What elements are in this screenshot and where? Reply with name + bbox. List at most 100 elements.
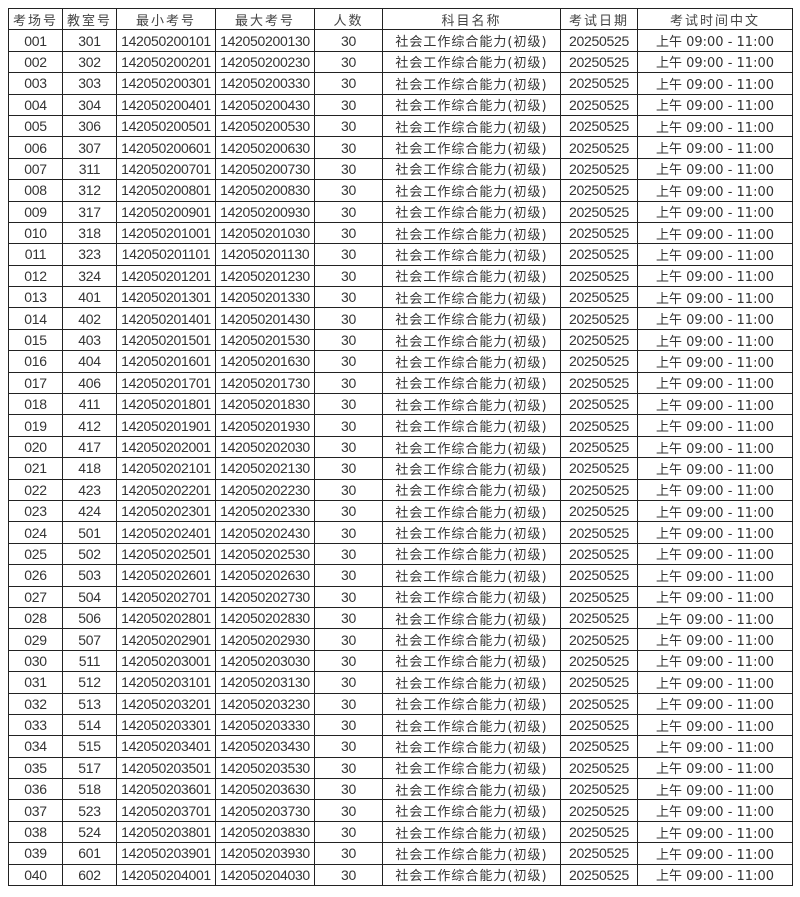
table-row: 012 324 142050201201 142050201230 30 社会工作综合能力… (8, 264, 793, 288)
cell-exam-time: 上午 09:00 - 11:00 (637, 842, 793, 865)
cell-subject-name: 社会工作综合能力(初级) (382, 799, 561, 822)
cell-exam-date: 20250525 (560, 478, 638, 501)
cell-exam-date: 20250525 (560, 820, 638, 844)
cell-classroom-no: 601 (62, 842, 117, 865)
cell-exam-time: 上午 09:00 - 11:00 (637, 649, 793, 673)
cell-exam-time: 上午 09:00 - 11:00 (637, 414, 793, 437)
cell-max-exam-no: 142050203430 (215, 735, 315, 758)
cell-min-exam-no: 142050203601 (116, 778, 216, 801)
cell-exam-date: 20250525 (560, 157, 638, 181)
cell-exam-time: 上午 09:00 - 11:00 (637, 243, 793, 266)
cell-exam-date: 20250525 (560, 457, 638, 480)
cell-subject-name: 社会工作综合能力(初级) (382, 478, 561, 501)
table-row: 034 515 142050203401 142050203430 30 社会工作综合能力… (8, 735, 793, 758)
cell-min-exam-no: 142050203901 (116, 842, 216, 865)
cell-exam-date: 20250525 (560, 307, 638, 330)
cell-exam-room-no: 034 (8, 735, 63, 758)
cell-max-exam-no: 142050202430 (215, 521, 315, 544)
cell-subject-name: 社会工作综合能力(初级) (382, 820, 561, 844)
cell-max-exam-no: 142050200130 (215, 29, 315, 52)
cell-min-exam-no: 142050203401 (116, 735, 216, 758)
table-row: 001 301 142050200101 142050200130 30 社会工作综合能力… (8, 29, 793, 52)
cell-exam-date: 20250525 (560, 393, 638, 416)
cell-subject-name: 社会工作综合能力(初级) (382, 328, 561, 352)
table-row: 016 404 142050201601 142050201630 30 社会工作综合能力… (8, 350, 793, 373)
cell-exam-time: 上午 09:00 - 11:00 (637, 542, 793, 566)
cell-classroom-no: 423 (62, 478, 117, 501)
cell-max-exam-no: 142050203830 (215, 820, 315, 844)
table-row: 040 602 142050204001 142050204030 30 社会工作综合能力… (8, 863, 793, 887)
cell-subject-name: 社会工作综合能力(初级) (382, 713, 561, 737)
table-row: 006 307 142050200601 142050200630 30 社会工作综合能力… (8, 136, 793, 159)
table-row: 026 503 142050202601 142050202630 30 社会工作综合能力… (8, 564, 793, 587)
cell-exam-time: 上午 09:00 - 11:00 (637, 29, 793, 52)
cell-headcount: 30 (314, 371, 383, 395)
cell-min-exam-no: 142050202801 (116, 606, 216, 630)
cell-min-exam-no: 142050201001 (116, 221, 216, 245)
cell-subject-name: 社会工作综合能力(初级) (382, 414, 561, 437)
cell-exam-room-no: 012 (8, 264, 63, 288)
cell-classroom-no: 303 (62, 72, 117, 95)
cell-classroom-no: 517 (62, 756, 117, 780)
cell-exam-room-no: 019 (8, 414, 63, 437)
cell-exam-time: 上午 09:00 - 11:00 (637, 671, 793, 694)
cell-subject-name: 社会工作综合能力(初级) (382, 350, 561, 373)
cell-subject-name: 社会工作综合能力(初级) (382, 72, 561, 95)
cell-headcount: 30 (314, 328, 383, 352)
cell-subject-name: 社会工作综合能力(初级) (382, 435, 561, 459)
cell-classroom-no: 301 (62, 29, 117, 52)
cell-min-exam-no: 142050202501 (116, 542, 216, 566)
table-row: 008 312 142050200801 142050200830 30 社会工作综合能力… (8, 179, 793, 202)
table-header-row: 考场号 教室号 最小考号 最大考号 人数 科目名称 考试日期 考试时间中文 (8, 7, 793, 31)
table-row: 035 517 142050203501 142050203530 30 社会工作综合能力… (8, 756, 793, 780)
table-row: 011 323 142050201101 142050201130 30 社会工作综合能力… (8, 243, 793, 266)
cell-exam-room-no: 021 (8, 457, 63, 480)
cell-exam-room-no: 038 (8, 820, 63, 844)
table-row: 017 406 142050201701 142050201730 30 社会工作综合能力… (8, 371, 793, 395)
cell-max-exam-no: 142050200230 (215, 50, 315, 74)
cell-headcount: 30 (314, 72, 383, 95)
table-row: 024 501 142050202401 142050202430 30 社会工作综合能力… (8, 521, 793, 544)
cell-exam-time: 上午 09:00 - 11:00 (637, 628, 793, 651)
cell-classroom-no: 504 (62, 585, 117, 608)
cell-exam-time: 上午 09:00 - 11:00 (637, 221, 793, 245)
cell-headcount: 30 (314, 286, 383, 309)
cell-max-exam-no: 142050202730 (215, 585, 315, 608)
cell-exam-date: 20250525 (560, 863, 638, 887)
cell-min-exam-no: 142050202701 (116, 585, 216, 608)
cell-max-exam-no: 142050202230 (215, 478, 315, 501)
cell-subject-name: 社会工作综合能力(初级) (382, 114, 561, 138)
cell-headcount: 30 (314, 521, 383, 544)
cell-exam-room-no: 007 (8, 157, 63, 181)
cell-subject-name: 社会工作综合能力(初级) (382, 735, 561, 758)
cell-headcount: 30 (314, 264, 383, 288)
cell-subject-name: 社会工作综合能力(初级) (382, 221, 561, 245)
cell-headcount: 30 (314, 735, 383, 758)
cell-exam-date: 20250525 (560, 649, 638, 673)
cell-exam-time: 上午 09:00 - 11:00 (637, 307, 793, 330)
cell-classroom-no: 306 (62, 114, 117, 138)
cell-min-exam-no: 142050203501 (116, 756, 216, 780)
cell-exam-date: 20250525 (560, 842, 638, 865)
cell-min-exam-no: 142050201601 (116, 350, 216, 373)
cell-exam-room-no: 004 (8, 93, 63, 116)
cell-min-exam-no: 142050203001 (116, 649, 216, 673)
cell-max-exam-no: 142050200930 (215, 200, 315, 223)
cell-exam-room-no: 017 (8, 371, 63, 395)
cell-exam-room-no: 006 (8, 136, 63, 159)
cell-exam-time: 上午 09:00 - 11:00 (637, 756, 793, 780)
cell-max-exam-no: 142050200830 (215, 179, 315, 202)
cell-classroom-no: 506 (62, 606, 117, 630)
table-row: 025 502 142050202501 142050202530 30 社会工作综合能力… (8, 542, 793, 566)
table-row: 004 304 142050200401 142050200430 30 社会工作综合能力… (8, 93, 793, 116)
cell-exam-room-no: 037 (8, 799, 63, 822)
cell-exam-date: 20250525 (560, 735, 638, 758)
cell-classroom-no: 307 (62, 136, 117, 159)
cell-subject-name: 社会工作综合能力(初级) (382, 457, 561, 480)
cell-min-exam-no: 142050202901 (116, 628, 216, 651)
cell-subject-name: 社会工作综合能力(初级) (382, 93, 561, 116)
cell-exam-room-no: 002 (8, 50, 63, 74)
cell-max-exam-no: 142050201930 (215, 414, 315, 437)
cell-exam-room-no: 026 (8, 564, 63, 587)
cell-subject-name: 社会工作综合能力(初级) (382, 756, 561, 780)
